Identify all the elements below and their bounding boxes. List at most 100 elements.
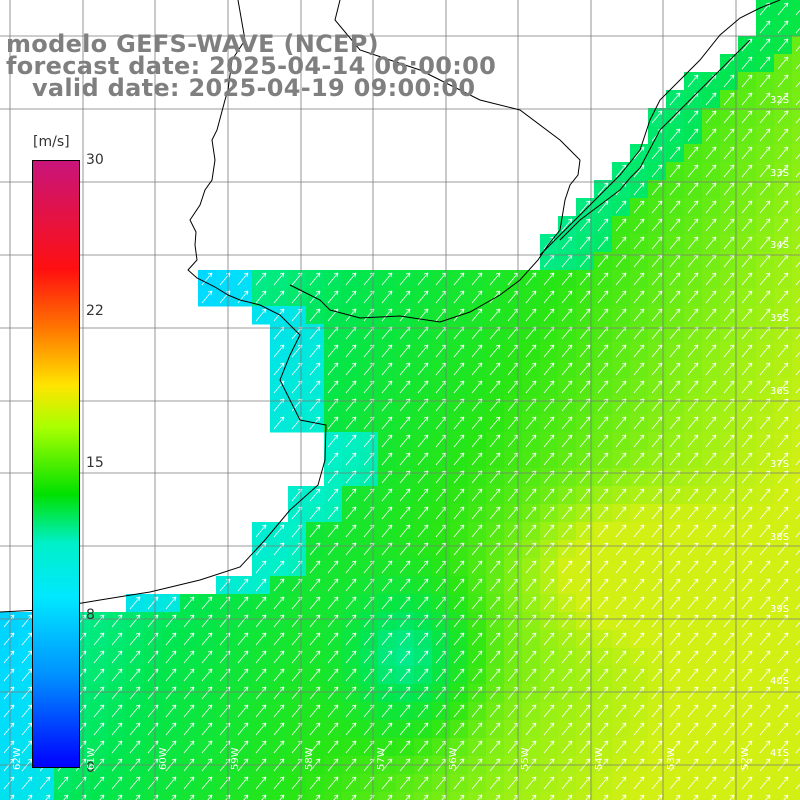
- wind-arrow: [453, 650, 465, 664]
- wind-speed-cell: [792, 36, 800, 55]
- wind-arrow: [615, 650, 627, 664]
- wind-arrow: [759, 200, 771, 214]
- wind-arrow: [381, 344, 393, 358]
- wind-arrow: [453, 668, 465, 682]
- wind-arrow: [597, 272, 609, 286]
- wind-arrow: [759, 560, 771, 574]
- wind-arrow: [3, 686, 15, 700]
- wind-arrow: [633, 632, 645, 646]
- wind-arrow: [723, 128, 735, 142]
- wind-arrow: [381, 272, 393, 286]
- wind-arrow: [777, 596, 789, 610]
- wind-arrow: [381, 596, 393, 610]
- wind-arrow: [309, 380, 321, 394]
- wind-arrow: [471, 650, 483, 664]
- wind-arrow: [345, 560, 357, 574]
- wind-arrow: [669, 506, 681, 520]
- wind-arrow: [345, 704, 357, 718]
- wind-speed-cell: [792, 468, 800, 487]
- wind-arrow: [777, 452, 789, 466]
- wind-speed-cell: [234, 792, 253, 800]
- wind-arrow: [525, 776, 537, 790]
- wind-arrow: [651, 290, 663, 304]
- wind-arrow: [561, 416, 573, 430]
- wind-arrow: [327, 614, 339, 628]
- wind-arrow: [759, 20, 771, 34]
- wind-arrow: [741, 92, 753, 106]
- wind-arrow: [705, 182, 717, 196]
- wind-arrow: [759, 650, 771, 664]
- wind-speed-cell: [792, 648, 800, 667]
- wind-arrow: [603, 794, 609, 800]
- wind-arrow: [117, 794, 123, 800]
- wind-speed-cell: [792, 342, 800, 361]
- wind-arrow: [741, 182, 753, 196]
- wind-arrow: [489, 524, 501, 538]
- wind-arrow: [633, 218, 645, 232]
- wind-arrow: [561, 740, 573, 754]
- wind-arrow: [459, 794, 465, 800]
- latitude-label: 38S: [770, 532, 790, 543]
- wind-arrow: [3, 740, 15, 754]
- wind-arrow: [795, 639, 800, 646]
- wind-arrow: [759, 596, 771, 610]
- wind-arrow: [327, 452, 339, 466]
- wind-speed-cell: [792, 108, 800, 127]
- wind-speed-cell: [792, 288, 800, 307]
- wind-arrow: [129, 668, 141, 682]
- wind-arrow: [675, 794, 681, 800]
- wind-speed-cell: [792, 198, 800, 217]
- wind-arrow: [723, 668, 735, 682]
- wind-arrow: [777, 380, 789, 394]
- wind-arrow: [777, 236, 789, 250]
- wind-arrow: [597, 218, 609, 232]
- wind-arrow: [165, 686, 177, 700]
- wind-arrow: [471, 506, 483, 520]
- wind-arrow: [417, 344, 429, 358]
- wind-arrow: [651, 164, 663, 178]
- wind-arrow: [579, 506, 591, 520]
- wind-arrow: [399, 668, 411, 682]
- wind-arrow: [741, 290, 753, 304]
- wind-arrow: [759, 128, 771, 142]
- wind-arrow: [633, 236, 645, 250]
- wind-arrow: [777, 308, 789, 322]
- wind-arrow: [273, 686, 285, 700]
- wind-speed-cell: [792, 180, 800, 199]
- wind-arrow: [795, 711, 800, 718]
- wind-arrow: [525, 506, 537, 520]
- wind-arrow: [741, 380, 753, 394]
- wind-arrow: [765, 794, 771, 800]
- wind-arrow: [579, 272, 591, 286]
- wind-arrow: [615, 668, 627, 682]
- wind-arrow: [9, 794, 15, 800]
- longitude-label: 57W: [376, 747, 387, 770]
- wind-arrow: [543, 488, 555, 502]
- longitude-label: 59W: [230, 747, 241, 770]
- wind-arrow: [633, 362, 645, 376]
- wind-arrow: [705, 668, 717, 682]
- wind-arrow: [543, 524, 555, 538]
- wind-arrow: [597, 344, 609, 358]
- wind-speed-cell: [792, 144, 800, 163]
- wind-arrow: [687, 560, 699, 574]
- wind-arrow: [417, 704, 429, 718]
- wind-speed-cell: [792, 576, 800, 595]
- wind-arrow: [93, 614, 105, 628]
- wind-arrow: [489, 740, 501, 754]
- wind-arrow: [741, 614, 753, 628]
- wind-arrow: [777, 560, 789, 574]
- wind-arrow: [417, 560, 429, 574]
- wind-arrow: [399, 380, 411, 394]
- wind-arrow: [399, 506, 411, 520]
- wind-arrow: [255, 272, 267, 286]
- wind-arrow: [93, 632, 105, 646]
- wind-speed-cell: [198, 792, 217, 800]
- wind-arrow: [381, 686, 393, 700]
- wind-arrow: [237, 578, 249, 592]
- wind-arrow: [669, 740, 681, 754]
- wind-arrow: [183, 704, 195, 718]
- wind-arrow: [201, 668, 213, 682]
- wind-arrow: [741, 452, 753, 466]
